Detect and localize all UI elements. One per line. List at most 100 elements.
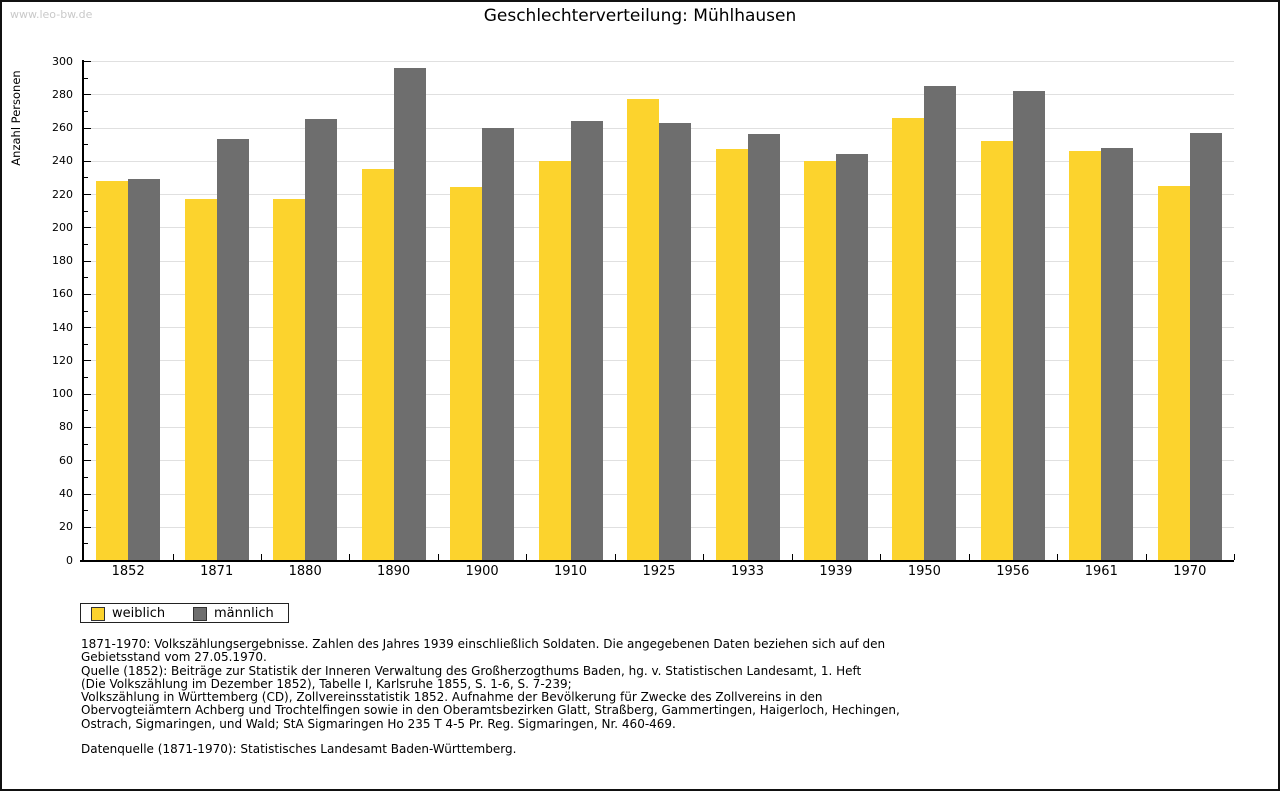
x-axis-tick-label: 1970 <box>1173 564 1207 579</box>
y-axis-tick-label: 20 <box>59 520 73 534</box>
y-axis-title: Anzahl Personen <box>9 70 23 166</box>
chart-title: Geschlechterverteilung: Mühlhausen <box>483 6 797 26</box>
x-axis-line <box>80 560 1234 562</box>
footnote-line: Quelle (1852): Beiträge zur Statistik de… <box>81 663 862 678</box>
footnote-line: Obervogteiämtern Achberg und Trochtelfin… <box>81 703 900 718</box>
x-axis-tick <box>791 554 793 560</box>
x-axis-tick <box>880 554 882 560</box>
x-axis-tick-label: 1871 <box>200 564 234 579</box>
bar-männlich-1950 <box>924 86 957 560</box>
y-axis-tick <box>84 426 91 428</box>
legend-label-weiblich: weiblich <box>112 606 166 621</box>
legend-swatch-weiblich <box>91 607 105 621</box>
bar-weiblich-1852 <box>96 180 129 560</box>
gridline <box>84 94 1234 96</box>
gridline <box>84 61 1234 62</box>
bar-weiblich-1956 <box>980 140 1013 560</box>
y-axis-minor-tick <box>84 543 88 545</box>
y-axis-minor-tick <box>84 77 88 79</box>
footnotes: 1871-1970: Volkszählungsergebnisse. Zahl… <box>81 637 1201 731</box>
watermark: www.leo-bw.de <box>10 8 93 21</box>
y-axis-line <box>82 60 84 562</box>
y-axis-tick <box>84 194 91 196</box>
x-axis-tick <box>349 554 351 560</box>
x-axis-tick-label: 1890 <box>377 564 411 579</box>
bar-weiblich-1970 <box>1157 185 1190 561</box>
datasource-note: Datenquelle (1871-1970): Statistisches L… <box>81 742 517 756</box>
bar-weiblich-1933 <box>715 149 748 560</box>
x-axis-tick <box>968 554 970 560</box>
y-axis-tick <box>84 94 91 96</box>
y-axis-tick <box>84 260 91 262</box>
y-axis-tick-label: 280 <box>52 87 73 101</box>
y-axis-minor-tick <box>84 310 88 312</box>
y-axis-tick <box>84 526 91 528</box>
footnote-line: Volkszählung in Württemberg (CD), Zollve… <box>81 690 823 705</box>
y-axis-minor-tick <box>84 110 88 112</box>
y-axis-minor-tick <box>84 410 88 412</box>
x-axis-tick-label: 1939 <box>819 564 853 579</box>
x-axis-tick-label: 1950 <box>907 564 941 579</box>
bar-weiblich-1961 <box>1069 150 1102 560</box>
x-axis-tick <box>614 554 616 560</box>
x-axis-tick-label: 1961 <box>1084 564 1118 579</box>
y-axis-minor-tick <box>84 277 88 279</box>
y-axis-minor-tick <box>84 510 88 512</box>
y-axis-tick-label: 0 <box>66 553 73 567</box>
x-axis-tick <box>1057 554 1059 560</box>
y-axis-tick-label: 240 <box>52 154 73 168</box>
bar-männlich-1925 <box>659 122 691 560</box>
x-axis-tick <box>260 554 262 560</box>
bar-weiblich-1900 <box>450 187 483 560</box>
bar-männlich-1900 <box>482 127 515 560</box>
bar-männlich-1956 <box>1012 90 1045 560</box>
y-axis-minor-tick <box>84 177 88 179</box>
bar-weiblich-1910 <box>538 160 571 560</box>
y-axis-tick <box>84 293 91 295</box>
y-axis-minor-tick <box>84 377 88 378</box>
y-axis-tick <box>84 460 91 462</box>
y-axis-minor-tick <box>84 244 88 245</box>
bar-männlich-1939 <box>835 154 868 560</box>
x-axis-tick-label: 1880 <box>288 564 322 579</box>
y-axis-tick-label: 40 <box>59 487 73 500</box>
y-axis-tick-label: 200 <box>52 220 73 234</box>
bar-weiblich-1950 <box>892 117 925 560</box>
x-axis-tick <box>1145 554 1147 560</box>
bar-weiblich-1939 <box>803 160 836 560</box>
x-axis-tick <box>437 554 439 560</box>
legend: weiblich männlich <box>80 603 289 623</box>
y-axis-tick <box>84 61 91 62</box>
bar-männlich-1933 <box>747 134 780 560</box>
y-axis-tick <box>84 160 91 162</box>
y-axis-tick <box>84 327 91 329</box>
bar-weiblich-1871 <box>184 199 217 560</box>
bar-männlich-1910 <box>570 120 603 560</box>
y-axis-minor-tick <box>84 476 88 478</box>
legend-swatch-männlich <box>193 607 207 621</box>
y-axis-tick-label: 80 <box>59 420 73 434</box>
y-axis-tick-label: 180 <box>52 254 73 268</box>
x-axis-tick <box>703 554 705 560</box>
x-axis-tick-label: 1956 <box>996 564 1030 579</box>
y-axis-tick-label: 100 <box>52 387 73 401</box>
y-axis-tick-label: 160 <box>52 287 73 301</box>
y-axis-tick <box>84 360 91 362</box>
x-axis-tick <box>172 554 174 560</box>
y-axis-tick <box>84 493 91 495</box>
bar-männlich-1880 <box>305 119 338 560</box>
footnote-line: Gebietsstand vom 27.05.1970. <box>81 650 267 665</box>
bar-weiblich-1890 <box>361 169 394 560</box>
y-axis-tick-label: 140 <box>52 320 73 334</box>
footnote-line: (Die Volkszählung im Dezember 1852), Tab… <box>81 676 572 691</box>
y-axis-tick-label: 260 <box>52 121 73 134</box>
bar-männlich-1961 <box>1101 147 1134 560</box>
bar-männlich-1852 <box>128 179 161 560</box>
x-axis-tick <box>526 554 528 560</box>
y-axis-tick <box>84 393 91 395</box>
y-axis-tick-label: 60 <box>59 453 73 467</box>
x-axis-tick-label: 1852 <box>111 564 145 579</box>
y-axis-minor-tick <box>84 343 88 345</box>
y-axis-tick-label: 300 <box>52 54 73 68</box>
bar-männlich-1871 <box>216 139 249 560</box>
